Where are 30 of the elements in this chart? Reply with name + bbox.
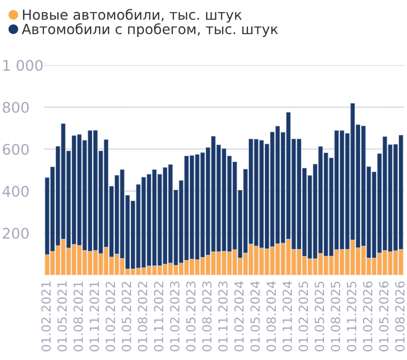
x-tick-label: 01.05.2021 [57,282,67,352]
x-tick-label: 01.08.2025 [330,282,340,352]
x-tick-label: 01.02.2024 [234,281,244,352]
x-tick-label: 01.02.2026 [362,281,372,352]
x-tick-label: 01.11.2023 [218,282,228,352]
x-tick-label: 01.05.2026 [379,281,388,352]
legend-label: Новые автомобили, тыс. штук [23,8,242,23]
x-tick-label: 01.11.2022 [154,282,164,352]
y-tick-label: 200 [2,228,29,239]
x-tick-label: 01.02.2022 [106,282,116,352]
x-tick-label: 01.08.2026 [395,281,405,352]
x-tick-label: 01.02.2021 [41,282,51,352]
x-tick-label: 01.05.2022 [122,282,132,352]
x-tick-label: 01.08.2023 [202,282,212,352]
y-tick-label: 600 [2,144,29,155]
x-tick-label: 01.05.2023 [186,282,196,352]
x-tick-label: 01.05.2024 [250,281,260,352]
x-tick-label: 01.08.2022 [138,282,148,352]
x-tick-label: 01.02.2025 [298,282,308,352]
y-tick-label: 400 [2,186,29,197]
x-tick-label: 01.08.2024 [266,281,276,352]
x-tick-label: 01.02.2023 [170,282,180,352]
x-tick-label: 01.08.2021 [74,282,83,352]
x-tick-label: 01.11.2024 [282,281,292,352]
y-tick-label: 800 [2,102,29,113]
x-tick-label: 01.11.2021 [90,282,100,352]
x-tick-label: 01.11.2025 [346,282,356,352]
y-tick-label: 1 000 [3,60,43,71]
x-tick-label: 01.05.2025 [314,282,324,352]
legend-label: Автомобили с пробегом, тыс. штук [22,23,278,37]
